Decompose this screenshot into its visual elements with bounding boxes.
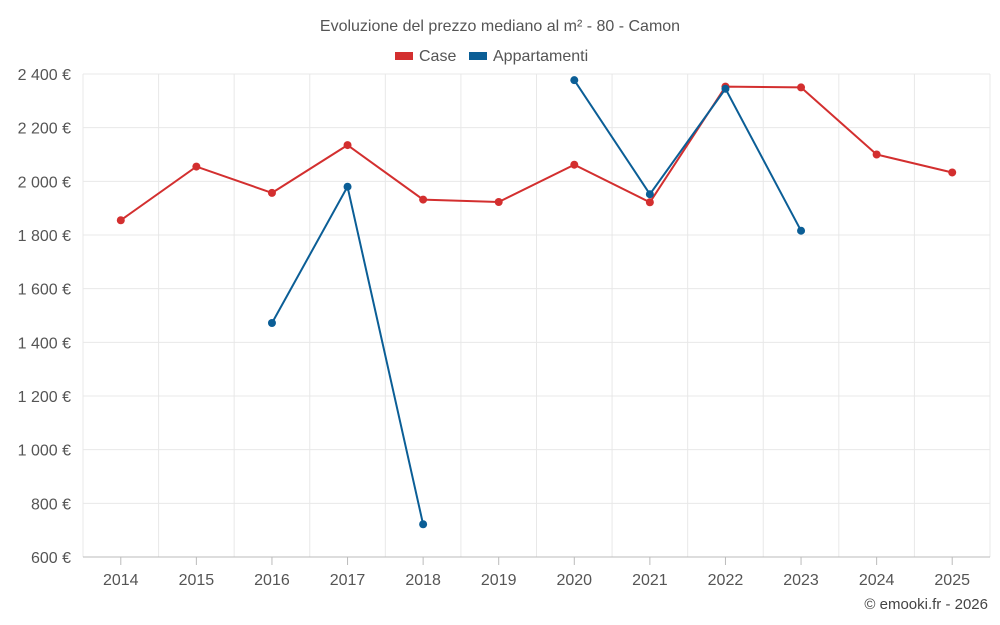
y-tick-label: 600 € <box>31 550 71 567</box>
y-tick-label: 1 400 € <box>18 335 71 352</box>
point-case-2018[interactable] <box>419 195 428 204</box>
series-line-case <box>120 85 953 222</box>
point-appartamenti-2018[interactable] <box>419 520 428 529</box>
series-appartamenti <box>267 76 806 529</box>
legend-swatch-appartamenti <box>469 52 487 60</box>
point-case-2024[interactable] <box>872 150 881 159</box>
x-tick-label: 2023 <box>783 572 819 589</box>
point-appartamenti-2022[interactable] <box>721 84 730 93</box>
y-tick-label: 800 € <box>31 496 71 513</box>
grid <box>82 73 991 557</box>
series-line-appartamenti <box>573 79 802 232</box>
y-tick-label: 1 800 € <box>18 228 71 245</box>
x-tick-label: 2021 <box>632 572 668 589</box>
x-tick-label: 2022 <box>708 572 744 589</box>
x-tick-label: 2016 <box>254 572 290 589</box>
point-case-2016[interactable] <box>267 188 276 197</box>
credit-text: © emooki.fr - 2026 <box>864 596 988 613</box>
legend-item-appartamenti[interactable]: Appartamenti <box>469 48 588 65</box>
y-tick-label: 1 000 € <box>18 443 71 460</box>
point-case-2019[interactable] <box>494 197 503 206</box>
x-tick-label: 2015 <box>179 572 215 589</box>
y-tick-label: 1 600 € <box>18 282 71 299</box>
y-tick-label: 1 200 € <box>18 389 71 406</box>
legend-label-case: Case <box>419 48 456 65</box>
axes: 600 € 800 € 1 000 € 1 200 € 1 400 € 1 600 € 1 … <box>18 67 990 589</box>
chart-title: Evoluzione del prezzo mediano al m² - 80… <box>320 18 680 35</box>
series <box>116 76 957 529</box>
point-case-2020[interactable] <box>570 160 579 169</box>
point-appartamenti-2021[interactable] <box>645 190 654 199</box>
x-tick-label: 2020 <box>556 572 592 589</box>
x-tick-label: 2014 <box>103 572 139 589</box>
y-tick-label: 2 400 € <box>18 67 71 84</box>
point-case-2017[interactable] <box>343 141 352 150</box>
x-tick-label: 2019 <box>481 572 517 589</box>
x-tick-label: 2017 <box>330 572 366 589</box>
y-tick-label: 2 200 € <box>18 121 71 138</box>
legend-label-appartamenti: Appartamenti <box>493 48 588 65</box>
legend-item-case[interactable]: Case <box>395 48 456 65</box>
series-line-appartamenti <box>271 183 425 525</box>
x-tick-label: 2025 <box>934 572 970 589</box>
point-appartamenti-2020[interactable] <box>570 76 579 85</box>
point-case-2025[interactable] <box>948 168 957 177</box>
point-case-2021[interactable] <box>645 198 654 207</box>
point-appartamenti-2023[interactable] <box>797 226 806 235</box>
y-tick-label: 2 000 € <box>18 174 71 191</box>
legend-swatch-case <box>395 52 413 60</box>
point-appartamenti-2016[interactable] <box>267 319 276 328</box>
point-case-2014[interactable] <box>116 216 125 225</box>
point-appartamenti-2017[interactable] <box>343 182 352 191</box>
x-tick-label: 2018 <box>405 572 441 589</box>
point-case-2015[interactable] <box>192 162 201 171</box>
x-tick-label: 2024 <box>859 572 895 589</box>
point-case-2023[interactable] <box>797 83 806 92</box>
legend: Case Appartamenti <box>395 48 588 65</box>
